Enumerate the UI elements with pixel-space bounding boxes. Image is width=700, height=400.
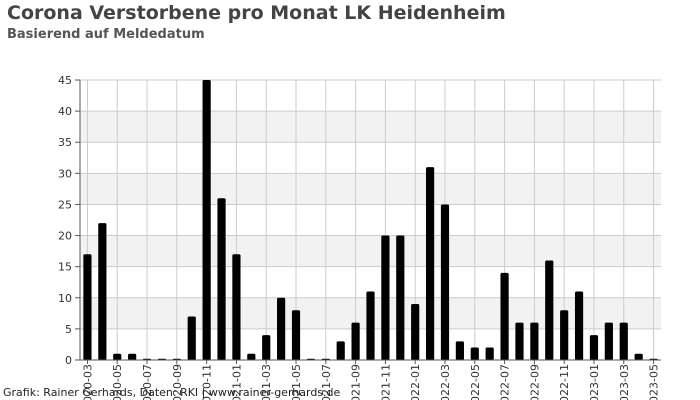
credit-text: Grafik: Rainer Gerhards, Daten: RKI | ww… [3, 386, 341, 399]
x-tick-label: 2021-11 [379, 364, 392, 400]
x-tick-label: 2023-03 [618, 364, 631, 400]
x-tick-label: 2021-03 [260, 364, 273, 400]
x-tick-label: 2020-11 [201, 364, 214, 400]
y-tick-label: 45 [58, 74, 72, 87]
bar [515, 322, 524, 360]
bar [530, 322, 539, 360]
x-tick-label: 2020-09 [171, 364, 184, 400]
bar [560, 310, 569, 360]
x-tick-label: 2020-07 [141, 364, 154, 400]
x-tick-label: 2021-05 [290, 364, 303, 400]
bar [485, 347, 494, 360]
bar [128, 353, 137, 360]
bar [440, 204, 450, 360]
bar [604, 322, 613, 360]
y-tick-label: 40 [58, 105, 72, 118]
bar [396, 235, 405, 360]
y-axis-ticks: 0 5 10 15 20 25 30 35 40 45 [58, 74, 80, 367]
bar [366, 291, 375, 360]
bar [262, 335, 271, 360]
bar [589, 335, 599, 360]
x-tick-label: 2022-09 [528, 364, 541, 400]
bar [574, 291, 584, 360]
x-tick-label: 2021-01 [230, 364, 243, 400]
y-tick-label: 30 [58, 167, 72, 180]
y-tick-label: 5 [65, 323, 72, 336]
bar [187, 316, 196, 360]
y-tick-label: 15 [58, 261, 72, 274]
x-tick-label: 2023-01 [588, 364, 601, 400]
y-tick-label: 10 [58, 292, 72, 305]
bar [619, 322, 628, 360]
bar [291, 310, 301, 360]
bar [634, 353, 643, 360]
x-tick-label: 2022-07 [499, 364, 512, 400]
bar [351, 322, 360, 360]
bar [455, 341, 464, 360]
bar [381, 235, 390, 360]
grid-band [80, 235, 661, 267]
bar [217, 198, 226, 360]
grid-band [80, 173, 661, 205]
bar [202, 80, 211, 360]
x-tick-label: 2020-03 [81, 364, 94, 400]
bar [83, 254, 92, 360]
bar [470, 347, 479, 360]
bar [98, 223, 107, 360]
x-tick-label: 2022-01 [409, 364, 422, 400]
x-tick-label: 2022-03 [439, 364, 452, 400]
y-tick-label: 35 [58, 136, 72, 149]
bar [277, 297, 286, 360]
bar [247, 353, 256, 360]
bar [545, 260, 554, 360]
grid-band [80, 111, 661, 143]
bars [83, 80, 658, 360]
y-tick-label: 25 [58, 198, 72, 211]
y-tick-label: 0 [65, 354, 72, 367]
x-tick-label: 2023-05 [648, 364, 661, 400]
y-tick-label: 20 [58, 230, 72, 243]
x-axis-ticks: 2020-03 2020-05 2020-07 2020-09 2020-11 2021-… [81, 360, 661, 400]
bar [232, 254, 241, 360]
x-tick-label: 2022-05 [469, 364, 482, 400]
x-tick-label: 2020-05 [111, 364, 124, 400]
chart-subtitle: Basierend auf Meldedatum [7, 27, 205, 42]
x-tick-label: 2021-07 [320, 364, 333, 400]
bar [500, 272, 509, 360]
bar [113, 353, 122, 360]
chart-title: Corona Verstorbene pro Monat LK Heidenhe… [7, 2, 506, 24]
bar [336, 341, 345, 360]
x-tick-label: 2021-09 [350, 364, 363, 400]
bar [411, 304, 420, 360]
x-tick-label: 2022-11 [558, 364, 571, 400]
bar [425, 167, 435, 360]
